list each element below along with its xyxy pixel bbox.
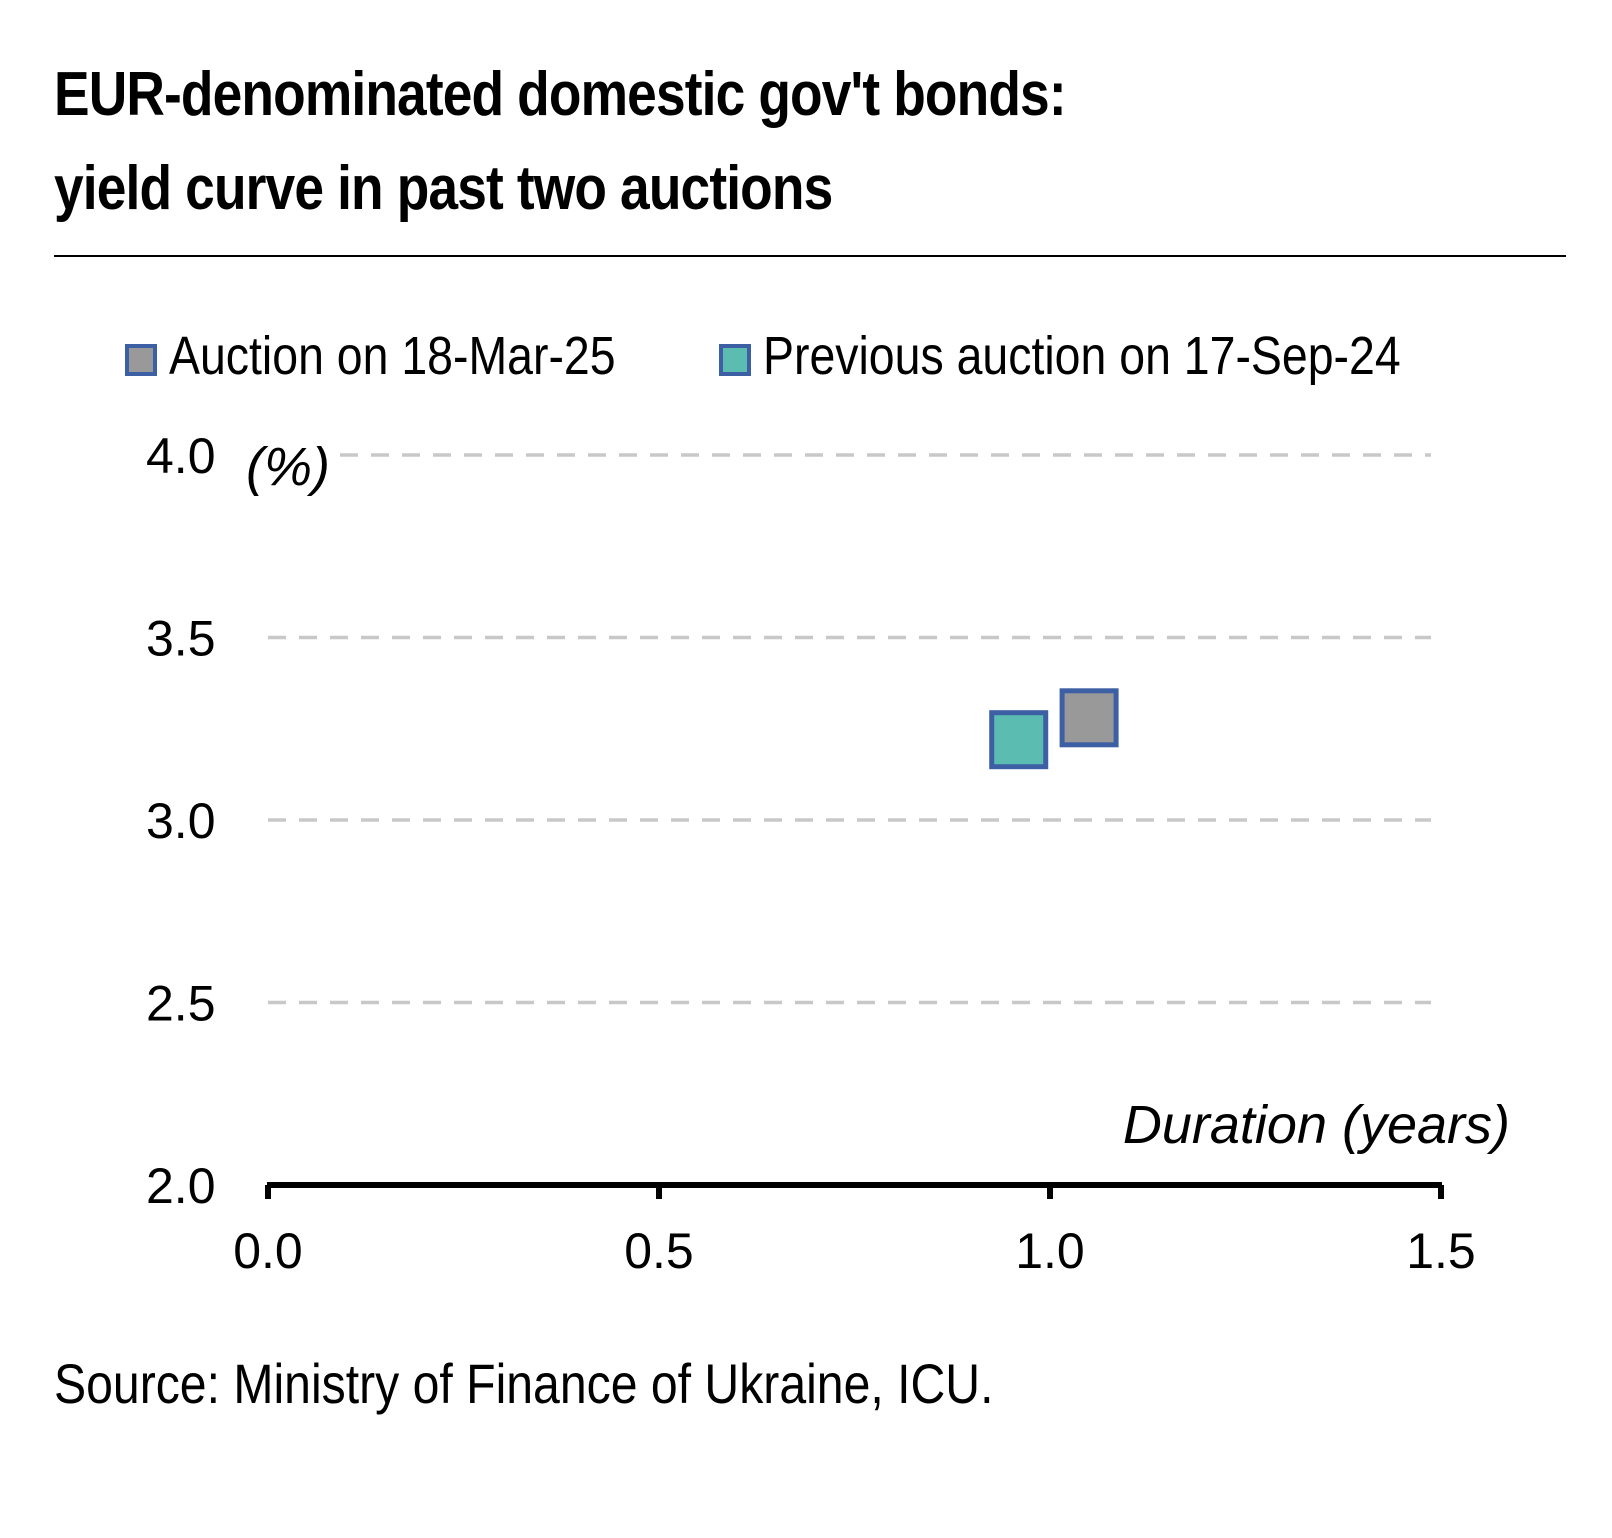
y-tick-label: 3.0 [146,793,216,849]
chart-title: EUR-denominated domestic gov't bonds: yi… [54,48,1344,236]
data-point-current-auction [1059,688,1119,748]
y-tick-label: 3.5 [146,611,216,667]
title-divider [54,255,1566,257]
data-point-previous-auction [989,710,1049,770]
data-points [989,688,1119,770]
x-tick-label: 1.0 [1015,1223,1085,1279]
chart-title-line-2: yield curve in past two auctions [54,154,833,223]
chart-title-line-1: EUR-denominated domestic gov't bonds: [54,60,1067,129]
legend-swatch-previous [719,344,751,376]
source-note: Source: Ministry of Finance of Ukraine, … [54,1352,994,1415]
y-tick-label: 2.0 [146,1158,216,1214]
x-axis-title: Duration (years) [1123,1095,1510,1155]
y-tick-label: 4.0 [146,428,216,484]
y-axis-ticks: 2.0 2.5 3.0 3.5 4.0 [146,428,216,1214]
legend-label-current: Auction on 18-Mar-25 [169,326,616,386]
x-tick-label: 0.5 [624,1223,694,1279]
x-tick-label: 1.5 [1406,1223,1476,1279]
x-tick-label: 0.0 [233,1223,303,1279]
legend-label-previous: Previous auction on 17-Sep-24 [763,326,1401,386]
y-axis-title: (%) [246,437,330,497]
y-tick-label: 2.5 [146,976,216,1032]
legend-swatch-current [125,344,157,376]
gridlines [268,453,1431,1005]
x-axis-ticks: 0.0 0.5 1.0 1.5 [233,1185,1476,1279]
